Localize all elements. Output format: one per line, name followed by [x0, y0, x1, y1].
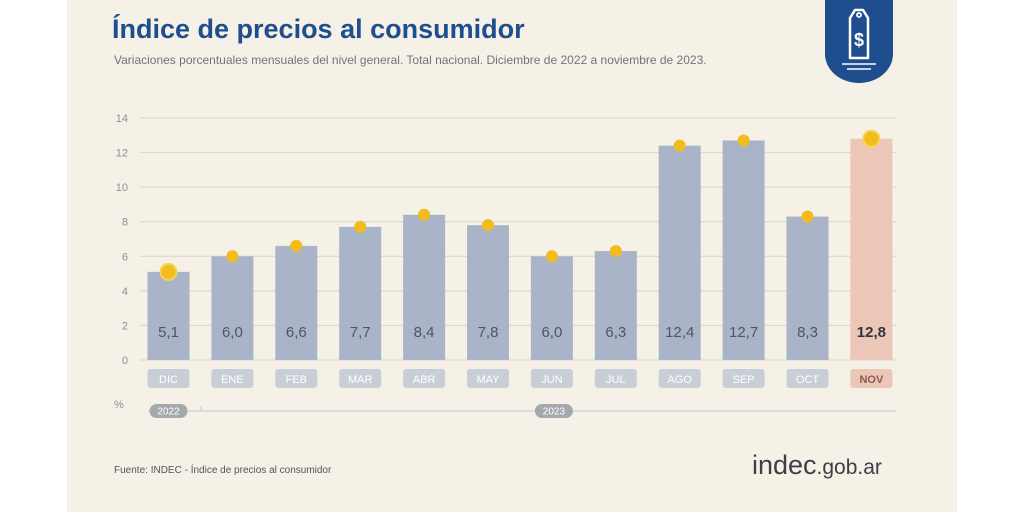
bar-marker — [545, 250, 558, 263]
category-pill — [403, 369, 446, 388]
bar-marker — [159, 262, 178, 281]
data-label: 12,7 — [729, 324, 758, 341]
bar-marker — [801, 210, 814, 223]
category-label: ABR — [413, 374, 436, 386]
category-pill — [658, 369, 701, 388]
category-label: ENE — [221, 374, 244, 386]
y-tick-label: 2 — [122, 320, 128, 332]
bar-nov — [850, 138, 893, 360]
chart-title: Índice de precios al consumidor — [112, 14, 525, 44]
y-tick-label: 14 — [116, 113, 128, 125]
data-label: 8,4 — [414, 324, 435, 341]
year-pill — [534, 404, 573, 418]
bar-ago — [658, 145, 701, 360]
y-tick-label: 10 — [116, 182, 128, 194]
category-pill — [850, 369, 893, 388]
y-axis-unit: % — [114, 399, 124, 411]
category-label: FEB — [286, 374, 307, 386]
year-pill — [149, 404, 188, 418]
bar-oct — [786, 216, 829, 360]
bar-marker — [290, 239, 303, 252]
y-tick-label: 0 — [122, 355, 128, 367]
bar-may — [467, 225, 509, 360]
data-label: 6,6 — [286, 324, 307, 341]
category-label: JUN — [541, 374, 562, 386]
category-label: MAY — [476, 374, 500, 386]
bar-marker — [418, 208, 431, 221]
data-label: 7,7 — [350, 324, 371, 341]
category-pill — [786, 369, 829, 388]
category-pill — [467, 369, 509, 388]
bar-dic — [147, 271, 190, 360]
category-label: JUL — [606, 374, 626, 386]
bar-abr — [403, 214, 446, 360]
indec-logo[interactable]: indec.gob.ar — [752, 452, 882, 479]
logo-suffix: .gob.ar — [816, 456, 882, 479]
bar-mar — [339, 226, 382, 360]
data-label: 5,1 — [158, 324, 179, 341]
category-pill — [594, 369, 637, 388]
bar-marker — [737, 134, 750, 147]
year-label: 2022 — [157, 407, 180, 418]
category-pill — [275, 369, 318, 388]
category-label: OCT — [796, 374, 820, 386]
data-label: 8,3 — [797, 324, 818, 341]
y-tick-label: 4 — [122, 286, 128, 298]
bar-marker — [482, 219, 494, 232]
bar-marker — [609, 245, 622, 258]
data-label: 12,4 — [665, 324, 694, 341]
category-label: MAR — [348, 374, 373, 386]
data-label: 7,8 — [478, 324, 499, 341]
svg-text:$: $ — [854, 30, 864, 50]
data-label: 12,8 — [857, 324, 886, 341]
price-tag-dollar-icon: $ — [825, 0, 893, 83]
category-pill — [211, 369, 254, 388]
bar-marker — [354, 220, 367, 233]
category-pill — [147, 369, 190, 388]
bar-ene — [211, 256, 254, 360]
y-tick-label: 12 — [116, 148, 128, 160]
category-label: DIC — [159, 374, 178, 386]
logo-main: indec — [752, 450, 817, 480]
chart-subtitle: Variaciones porcentuales mensuales del n… — [114, 53, 707, 67]
bar-jun — [530, 256, 573, 360]
y-tick-label: 8 — [122, 217, 128, 229]
category-label: AGO — [667, 374, 692, 386]
data-label: 6,0 — [541, 324, 562, 341]
year-label: 2023 — [543, 407, 566, 418]
y-tick-label: 6 — [122, 251, 128, 263]
bar-sep — [722, 140, 765, 360]
bar-feb — [275, 245, 318, 360]
bar-marker — [862, 129, 881, 148]
category-pill — [722, 369, 765, 388]
category-label: SEP — [733, 374, 755, 386]
category-label: NOV — [859, 374, 884, 386]
category-pill — [339, 369, 382, 388]
category-pill — [530, 369, 573, 388]
data-label: 6,3 — [605, 324, 626, 341]
source-note: Fuente: INDEC - Índice de precios al con… — [114, 465, 332, 476]
bar-marker — [226, 250, 239, 263]
bar-marker — [673, 139, 686, 152]
bar-jul — [594, 251, 637, 360]
data-label: 6,0 — [222, 324, 243, 341]
